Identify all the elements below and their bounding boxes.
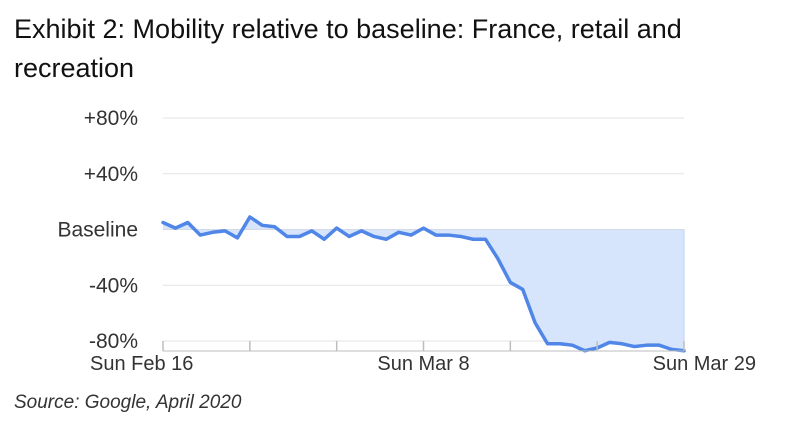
y-tick-label-2: Baseline	[57, 219, 138, 242]
x-tick-label-0: Sun Feb 16	[90, 353, 193, 375]
y-tick-label-0: +80%	[84, 107, 138, 130]
x-axis	[162, 341, 685, 352]
chart-title: Exhibit 2: Mobility relative to baseline…	[14, 14, 682, 83]
x-tick-labels: Sun Feb 16 Sun Mar 8 Sun Mar 29	[90, 353, 756, 375]
x-tick-label-1: Sun Mar 8	[377, 353, 469, 375]
area-fill	[163, 216, 684, 351]
y-tick-label-4: -80%	[89, 330, 138, 353]
y-tick-label-1: +40%	[84, 163, 138, 186]
source-note: Source: Google, April 2020	[14, 392, 242, 413]
y-tick-label-3: -40%	[89, 274, 138, 297]
area-fill-layer	[163, 216, 685, 351]
x-tick-label-2: Sun Mar 29	[653, 353, 756, 375]
y-tick-labels: +80% +40% Baseline -40% -80%	[57, 107, 138, 353]
